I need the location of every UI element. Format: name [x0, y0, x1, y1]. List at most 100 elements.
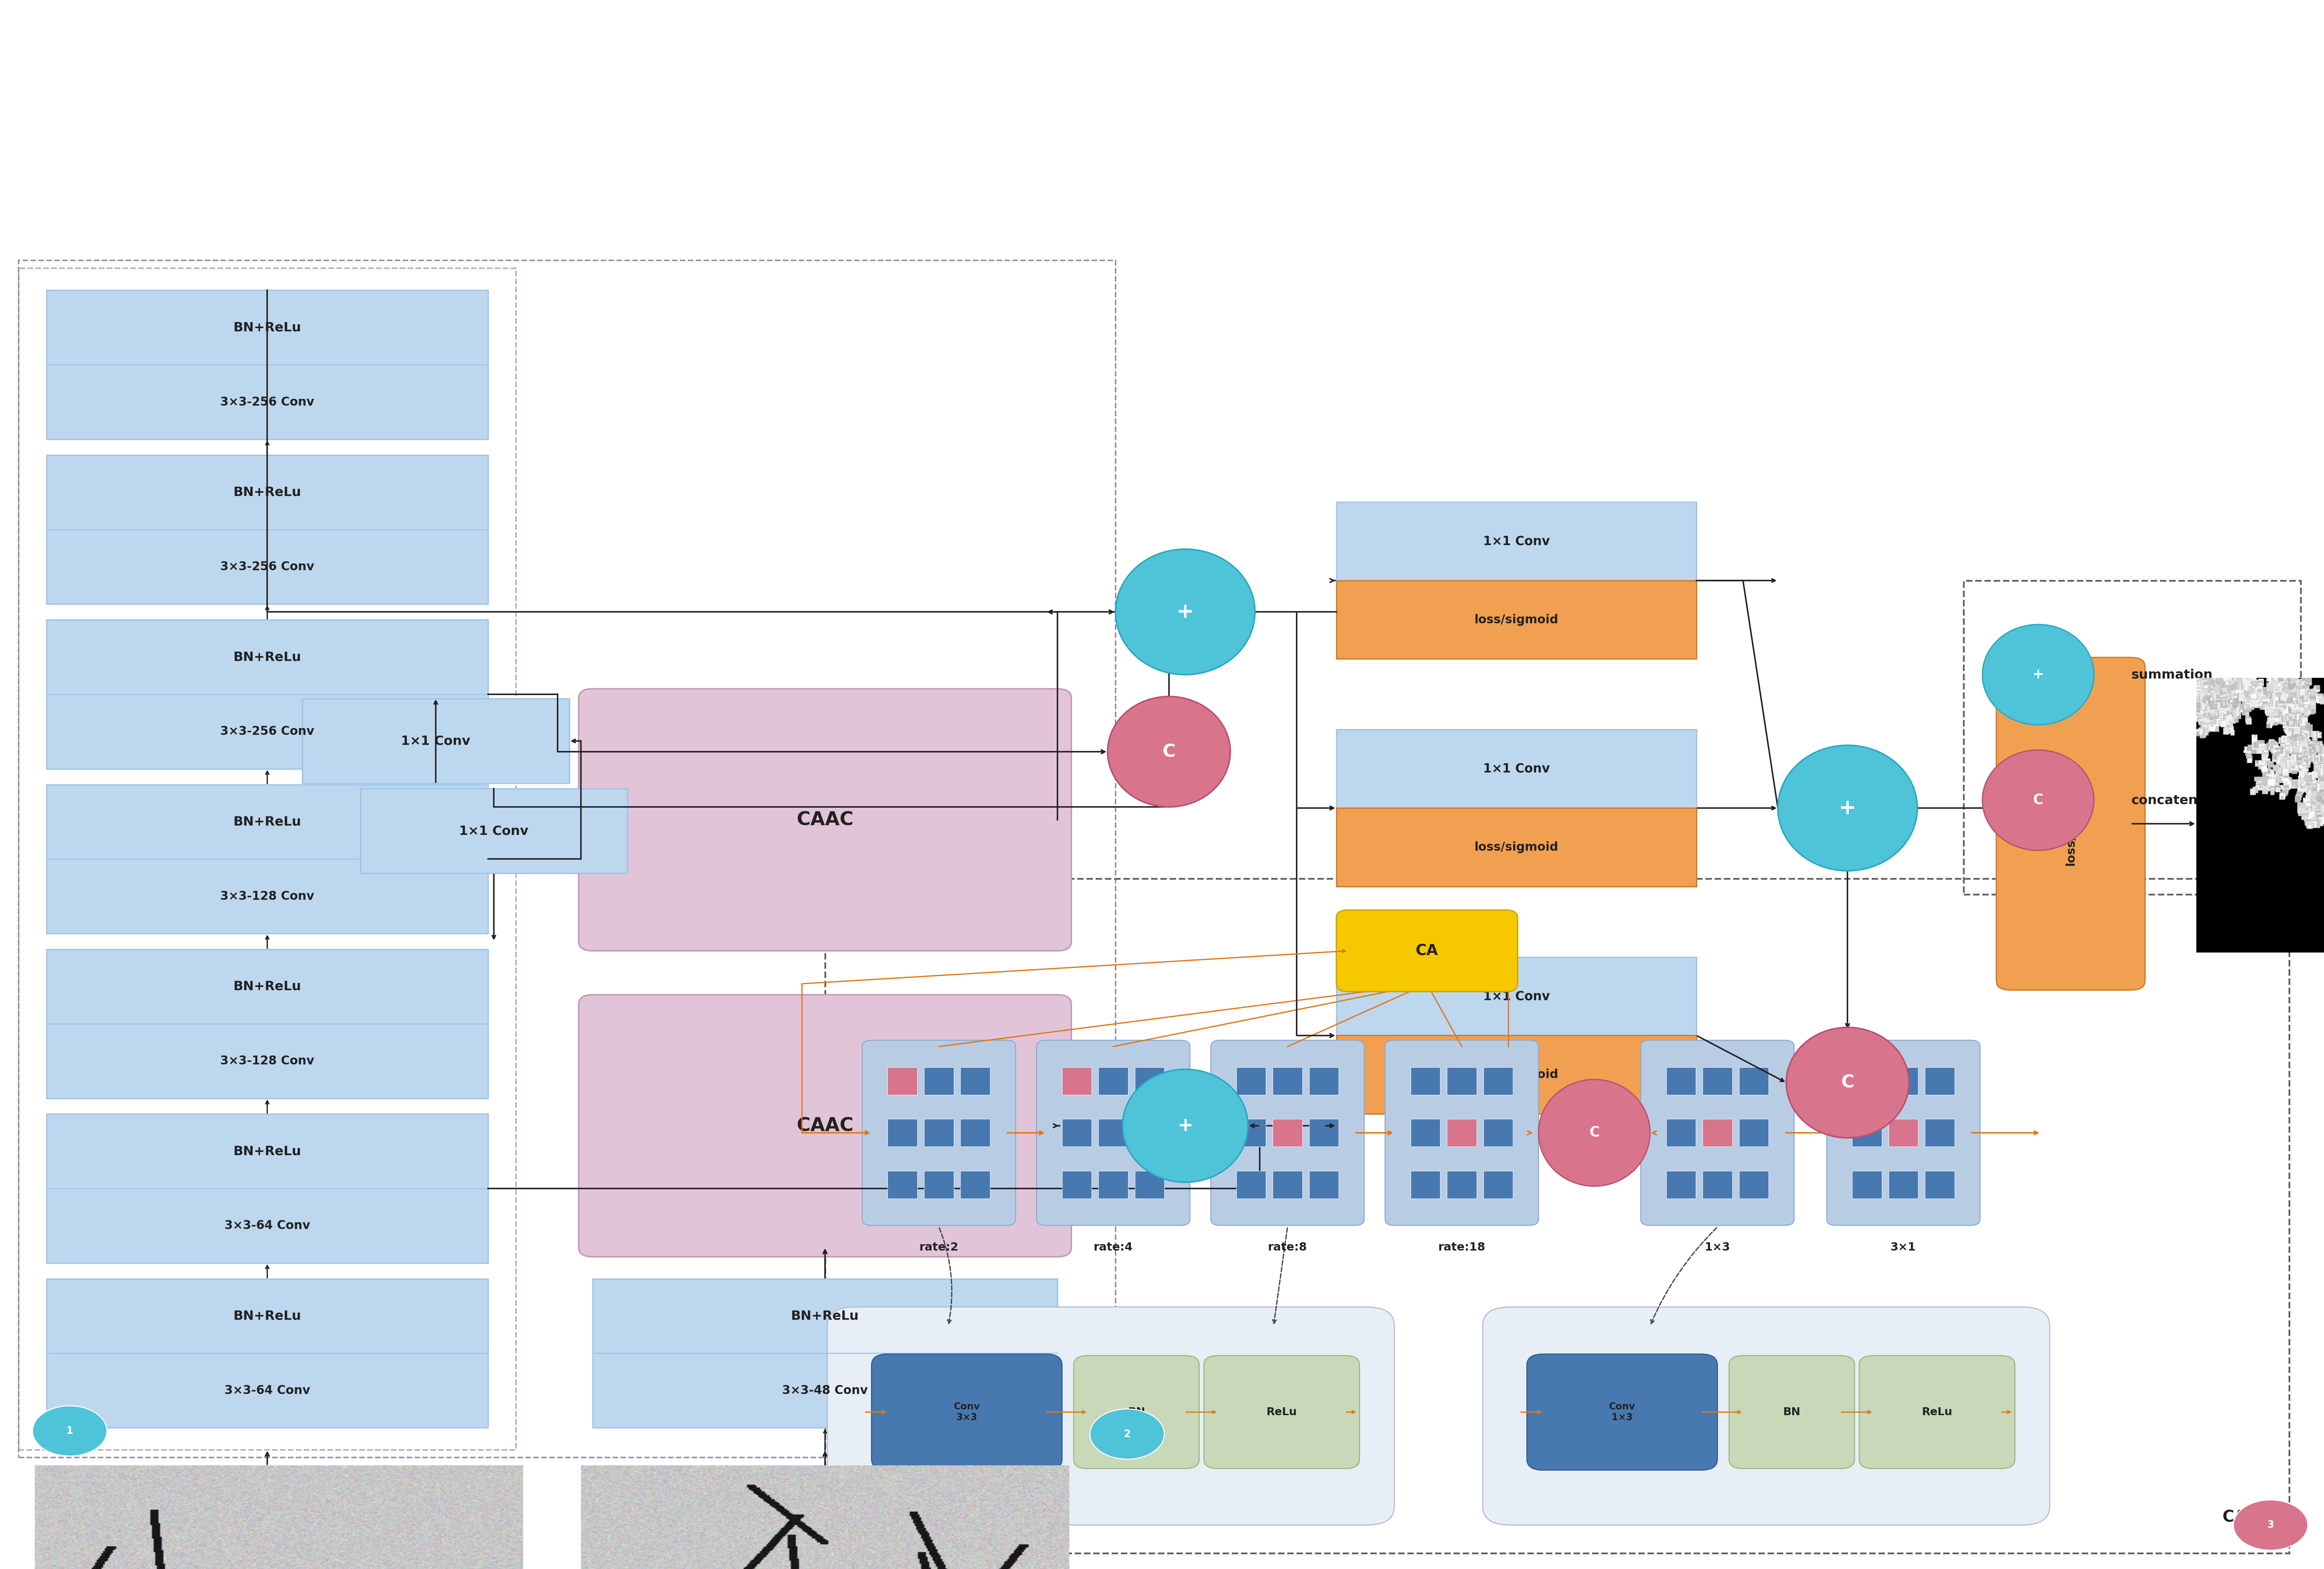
- Text: +: +: [1176, 601, 1195, 623]
- Bar: [19, 260, 1116, 1458]
- Text: 1×1 Conv: 1×1 Conv: [402, 734, 469, 747]
- FancyBboxPatch shape: [1703, 1119, 1731, 1147]
- FancyBboxPatch shape: [1738, 1170, 1769, 1199]
- FancyBboxPatch shape: [46, 290, 488, 439]
- FancyBboxPatch shape: [1411, 1119, 1441, 1147]
- FancyBboxPatch shape: [302, 698, 569, 783]
- Text: +: +: [1178, 1117, 1192, 1134]
- FancyBboxPatch shape: [925, 1170, 953, 1199]
- FancyBboxPatch shape: [1483, 1067, 1513, 1095]
- FancyBboxPatch shape: [593, 1279, 1057, 1428]
- Text: BN+ReLu: BN+ReLu: [232, 322, 302, 334]
- Text: 3×3-48 Conv: 3×3-48 Conv: [783, 1384, 867, 1396]
- FancyBboxPatch shape: [1852, 1170, 1882, 1199]
- FancyBboxPatch shape: [1666, 1067, 1697, 1095]
- FancyBboxPatch shape: [1738, 1067, 1769, 1095]
- Circle shape: [33, 1406, 107, 1456]
- FancyBboxPatch shape: [1099, 1067, 1127, 1095]
- FancyBboxPatch shape: [1729, 1356, 1855, 1469]
- FancyBboxPatch shape: [1924, 1170, 1954, 1199]
- Text: 1: 1: [67, 1426, 72, 1436]
- Text: C: C: [1162, 744, 1176, 761]
- Circle shape: [2233, 1500, 2308, 1550]
- FancyBboxPatch shape: [1666, 1170, 1697, 1199]
- FancyBboxPatch shape: [1448, 1067, 1476, 1095]
- Text: BN+ReLu: BN+ReLu: [232, 1145, 302, 1158]
- FancyBboxPatch shape: [1666, 1119, 1697, 1147]
- FancyBboxPatch shape: [1852, 1119, 1882, 1147]
- FancyBboxPatch shape: [1411, 1170, 1441, 1199]
- FancyBboxPatch shape: [1336, 910, 1518, 992]
- FancyBboxPatch shape: [1336, 730, 1697, 808]
- Text: 1×1 Conv: 1×1 Conv: [1483, 535, 1550, 548]
- FancyBboxPatch shape: [888, 1067, 918, 1095]
- FancyBboxPatch shape: [1924, 1067, 1954, 1095]
- FancyBboxPatch shape: [1308, 1067, 1339, 1095]
- FancyBboxPatch shape: [1336, 502, 1697, 581]
- Text: rate:8: rate:8: [1269, 1241, 1306, 1254]
- Text: +: +: [1838, 797, 1857, 819]
- Text: CAAC: CAAC: [797, 1117, 853, 1134]
- FancyBboxPatch shape: [1062, 1170, 1092, 1199]
- Text: 3×3-256 Conv: 3×3-256 Conv: [221, 395, 314, 408]
- Text: BN+ReLu: BN+ReLu: [232, 981, 302, 993]
- FancyBboxPatch shape: [579, 995, 1071, 1257]
- Text: BN: BN: [1127, 1407, 1146, 1417]
- FancyBboxPatch shape: [1996, 657, 2145, 990]
- FancyBboxPatch shape: [1738, 1119, 1769, 1147]
- Circle shape: [1090, 1409, 1164, 1459]
- FancyBboxPatch shape: [1308, 1119, 1339, 1147]
- Text: BN+ReLu: BN+ReLu: [232, 1310, 302, 1323]
- FancyBboxPatch shape: [46, 1279, 488, 1428]
- FancyBboxPatch shape: [1336, 957, 1697, 1036]
- Ellipse shape: [1116, 549, 1255, 675]
- FancyBboxPatch shape: [888, 1119, 918, 1147]
- Ellipse shape: [1538, 1079, 1650, 1186]
- FancyBboxPatch shape: [1062, 1067, 1092, 1095]
- FancyBboxPatch shape: [1859, 1356, 2015, 1469]
- FancyBboxPatch shape: [46, 949, 488, 1098]
- FancyBboxPatch shape: [960, 1067, 990, 1095]
- FancyBboxPatch shape: [1134, 1067, 1164, 1095]
- Text: +: +: [2031, 668, 2045, 681]
- Ellipse shape: [1982, 624, 2094, 725]
- Text: 3×3-128 Conv: 3×3-128 Conv: [221, 1054, 314, 1067]
- FancyBboxPatch shape: [46, 784, 488, 934]
- FancyBboxPatch shape: [888, 1170, 918, 1199]
- Text: C: C: [2034, 794, 2043, 806]
- Text: loss/sigmoid: loss/sigmoid: [1473, 613, 1559, 626]
- FancyBboxPatch shape: [1099, 1170, 1127, 1199]
- FancyBboxPatch shape: [1703, 1170, 1731, 1199]
- FancyBboxPatch shape: [1483, 1307, 2050, 1525]
- FancyBboxPatch shape: [1924, 1119, 1954, 1147]
- Text: ReLu: ReLu: [1922, 1407, 1952, 1417]
- FancyBboxPatch shape: [579, 689, 1071, 951]
- FancyBboxPatch shape: [1852, 1067, 1882, 1095]
- Ellipse shape: [1982, 750, 2094, 850]
- FancyBboxPatch shape: [1134, 1119, 1164, 1147]
- Text: 3×1: 3×1: [1889, 1241, 1917, 1254]
- Bar: [1964, 581, 2301, 894]
- FancyBboxPatch shape: [46, 620, 488, 769]
- Text: rate:18: rate:18: [1439, 1241, 1485, 1254]
- FancyBboxPatch shape: [827, 1307, 1394, 1525]
- Text: 3×3-64 Conv: 3×3-64 Conv: [225, 1219, 309, 1232]
- Text: 1×1 Conv: 1×1 Conv: [1483, 763, 1550, 775]
- Text: 1×3: 1×3: [1703, 1241, 1731, 1254]
- FancyBboxPatch shape: [1062, 1119, 1092, 1147]
- Ellipse shape: [1778, 745, 1917, 871]
- FancyBboxPatch shape: [1336, 1036, 1697, 1114]
- FancyBboxPatch shape: [1889, 1119, 1917, 1147]
- Text: CA: CA: [1415, 943, 1439, 959]
- Ellipse shape: [1787, 1028, 1908, 1138]
- Text: 3×3-256 Conv: 3×3-256 Conv: [221, 725, 314, 737]
- FancyBboxPatch shape: [862, 1040, 1016, 1225]
- FancyBboxPatch shape: [1236, 1067, 1267, 1095]
- FancyBboxPatch shape: [1099, 1119, 1127, 1147]
- Text: rate:2: rate:2: [920, 1241, 957, 1254]
- Text: BN: BN: [1783, 1407, 1801, 1417]
- Bar: [19, 268, 516, 1450]
- Text: BN+ReLu: BN+ReLu: [232, 651, 302, 664]
- Bar: [825, 879, 2289, 1553]
- FancyBboxPatch shape: [1336, 581, 1697, 659]
